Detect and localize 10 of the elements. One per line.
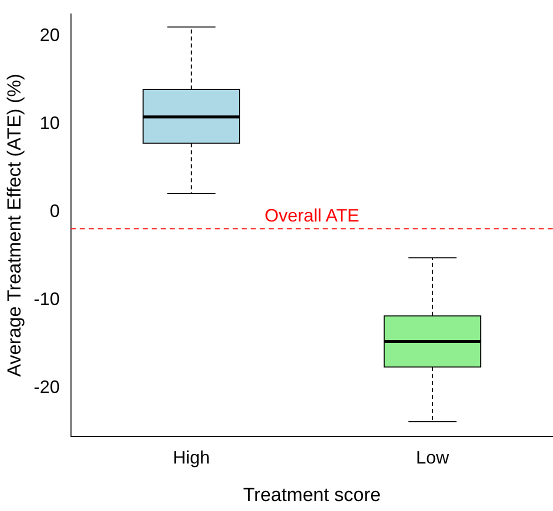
y-tick-label: -20 [34, 377, 60, 398]
x-tick-label: Low [416, 447, 450, 468]
x-tick-label: High [172, 447, 210, 468]
y-axis-title: Average Treatment Effect (ATE) (%) [4, 74, 26, 377]
y-tick-label: -10 [34, 289, 60, 310]
y-tick-label: 0 [50, 200, 60, 221]
ref-line-label: Overall ATE [264, 206, 360, 226]
x-axis-title: Treatment score [243, 484, 381, 506]
y-tick-label: 20 [40, 24, 60, 45]
y-tick-label: 10 [40, 112, 60, 133]
